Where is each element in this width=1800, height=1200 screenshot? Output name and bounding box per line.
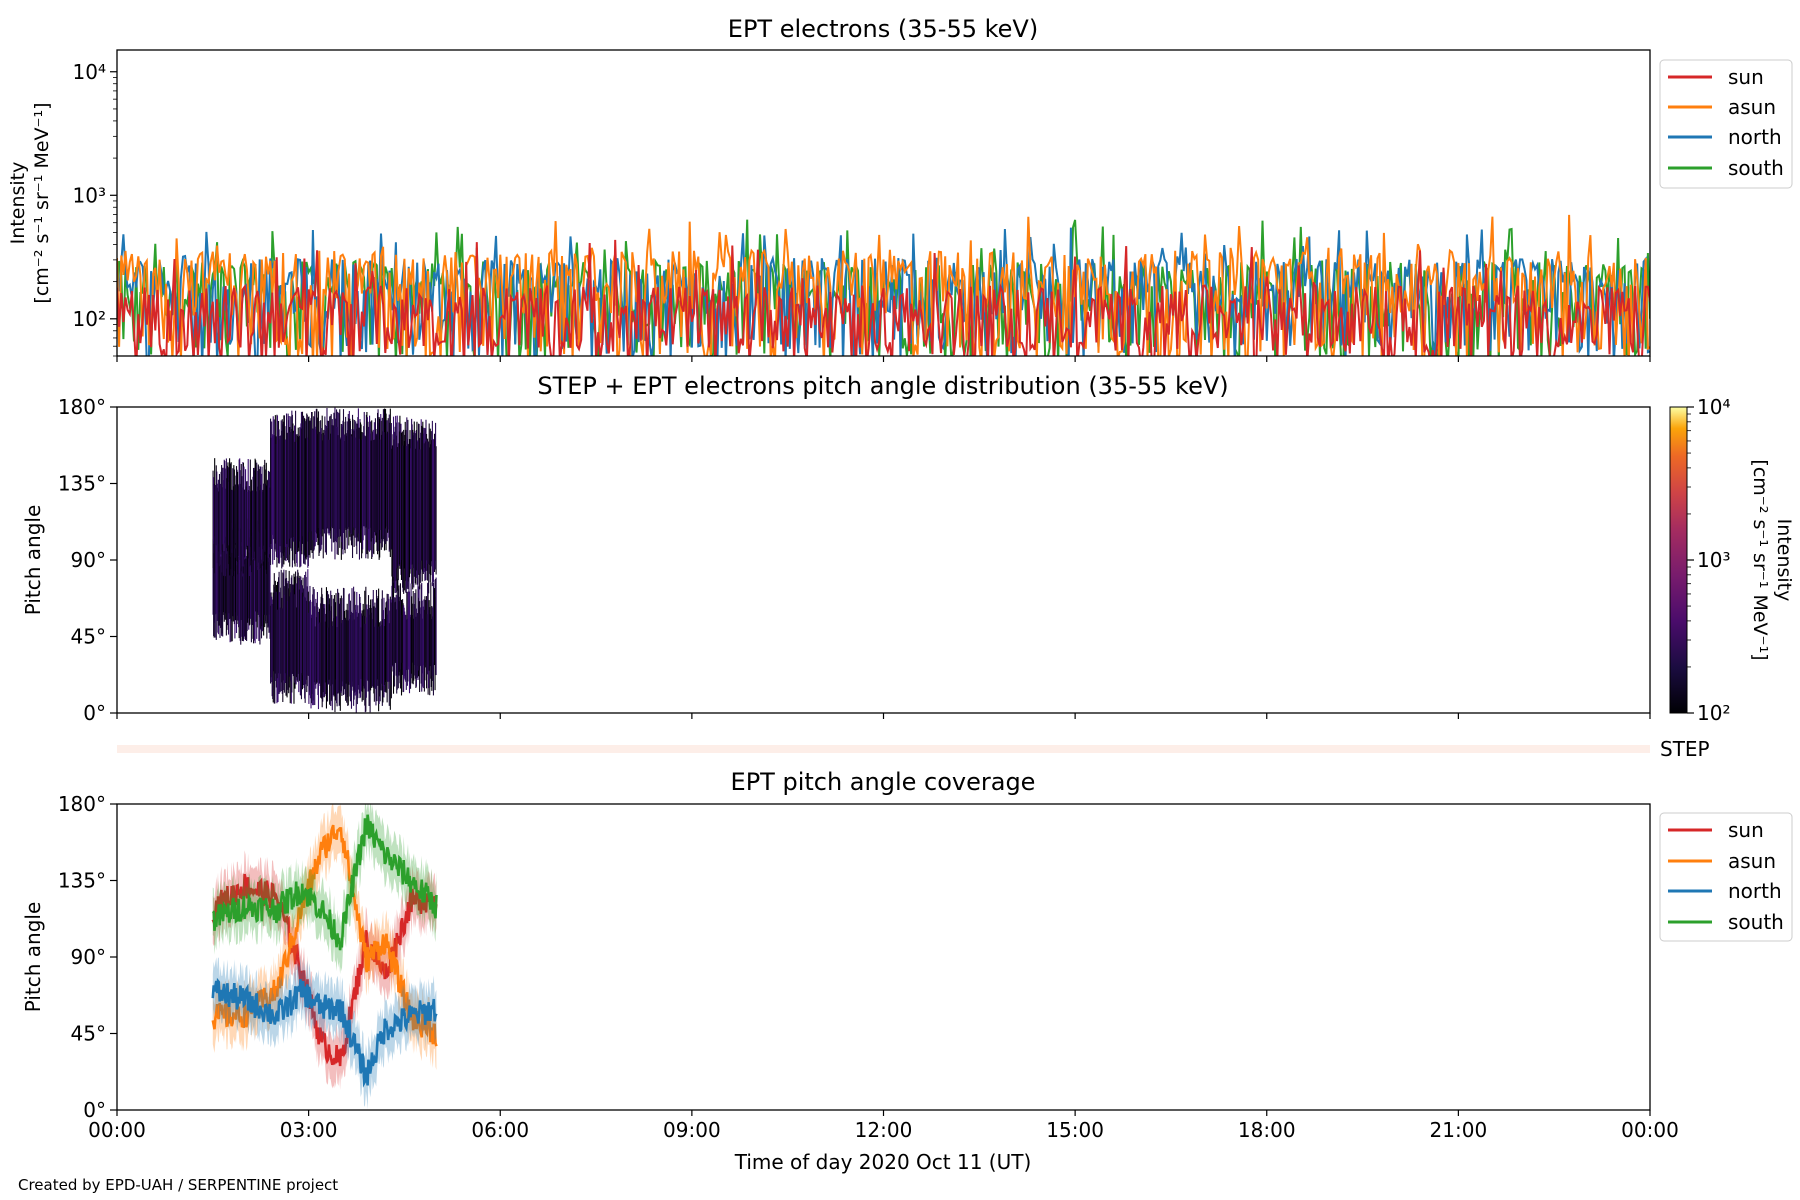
legend3-asun-label: asun (1728, 849, 1776, 873)
x-tick-label: 21:00 (1430, 1118, 1488, 1142)
colorbar-ticks: 10² 10³ 10⁴ (1687, 395, 1730, 725)
panel1-title: EPT electrons (35-55 keV) (728, 15, 1038, 43)
legend3-north-label: north (1728, 879, 1782, 903)
panel1-yticks: 10² 10³ 10⁴ (73, 60, 117, 357)
colorbar-label: Intensity [cm⁻² s⁻¹ sr⁻¹ MeV⁻¹] (1749, 459, 1795, 660)
y-tick-label: 135° (58, 472, 106, 496)
coverage-lines (211, 804, 438, 1110)
y-tick-label: 180° (58, 395, 106, 419)
y-tick-label: 0° (83, 701, 106, 725)
step-label: STEP (1660, 737, 1710, 761)
pad-heatmap (212, 407, 437, 713)
panel3-yticks: 0° 45° 90° 135° 180° (58, 792, 117, 1122)
intensity-lines (117, 214, 1650, 356)
legend1-north-label: north (1728, 125, 1782, 149)
colorbar-gradient (1669, 406, 1688, 714)
series-line-sun (117, 239, 1650, 356)
panel3-title: EPT pitch angle coverage (731, 768, 1036, 796)
y-tick-label: 45° (71, 1022, 106, 1046)
y-tick-label: 10³ (73, 183, 106, 207)
legend3-sun-label: sun (1728, 818, 1764, 842)
y-tick-label: 135° (58, 869, 106, 893)
x-tick-label: 06:00 (471, 1118, 529, 1142)
colorbar-tick-label: 10³ (1697, 548, 1730, 572)
legend1-asun-label: asun (1728, 95, 1776, 119)
legend1-south-label: south (1728, 156, 1784, 180)
legend1-sun-label: sun (1728, 65, 1764, 89)
step-strip (117, 745, 1650, 753)
y-tick-label: 180° (58, 792, 106, 816)
x-tick-label: 12:00 (855, 1118, 913, 1142)
x-tick-label: 03:00 (280, 1118, 338, 1142)
x-tick-label: 15:00 (1046, 1118, 1104, 1142)
y-tick-label: 0° (83, 1098, 106, 1122)
y-tick-label: 10⁴ (73, 60, 106, 84)
y-tick-label: 10² (73, 307, 106, 331)
panel-intensity: EPT electrons (35-55 keV) 10² 10³ 10⁴ Inte… (7, 15, 1793, 362)
panel3-legend: sun asun north south (1659, 812, 1793, 942)
y-tick-label: 90° (71, 945, 106, 969)
panel1-ylabel-line2: [cm⁻² s⁻¹ sr⁻¹ MeV⁻¹] (31, 102, 53, 303)
panel1-ylabel: Intensity [cm⁻² s⁻¹ sr⁻¹ MeV⁻¹] (7, 102, 53, 303)
x-axis-label: Time of day 2020 Oct 11 (UT) (734, 1150, 1032, 1174)
panel-pitch-angle-coverage: EPT pitch angle coverage 0° 45° 90° 135° 180… (21, 768, 1793, 1174)
y-tick-label: 45° (71, 625, 106, 649)
panel3-ylabel: Pitch angle (21, 902, 45, 1013)
panel2-ylabel: Pitch angle (21, 505, 45, 616)
colorbar-label-line1: Intensity (1773, 519, 1795, 602)
x-tick-label: 00:00 (88, 1118, 146, 1142)
colorbar: 10² 10³ 10⁴ Intensity [cm⁻² s⁻¹ sr⁻¹ MeV⁻¹… (1669, 395, 1795, 725)
legend3-south-label: south (1728, 910, 1784, 934)
colorbar-label-line2: [cm⁻² s⁻¹ sr⁻¹ MeV⁻¹] (1749, 459, 1771, 660)
y-tick-label: 90° (71, 548, 106, 572)
colorbar-tick-label: 10² (1697, 701, 1730, 725)
x-tick-label: 00:00 (1621, 1118, 1679, 1142)
x-tick-label: 18:00 (1238, 1118, 1296, 1142)
panel1-legend-box (1659, 59, 1793, 189)
panel1-ylabel-line1: Intensity (7, 162, 29, 245)
panel1-xticks (116, 356, 1651, 362)
panel3-legend-box (1659, 812, 1793, 942)
panel2-xticks (116, 713, 1651, 719)
panel2-yticks: 0° 45° 90° 135° 180° (58, 395, 117, 725)
x-tick-label: 09:00 (663, 1118, 721, 1142)
panel2-title: STEP + EPT electrons pitch angle distrib… (537, 372, 1228, 400)
coverage-line-north (211, 977, 438, 1088)
panel-pitch-angle-distribution: STEP + EPT electrons pitch angle distrib… (21, 372, 1795, 761)
panel3-xticks: 00:00 03:00 06:00 09:00 12:00 15:00 18:00 21:00… (88, 1110, 1679, 1142)
coverage-line-sun (211, 873, 438, 1067)
coverage-line-south (211, 814, 438, 951)
colorbar-tick-label: 10⁴ (1697, 395, 1730, 419)
panel1-legend: sun asun north south (1659, 59, 1793, 189)
credit-text: Created by EPD-UAH / SERPENTINE project (18, 1176, 339, 1194)
